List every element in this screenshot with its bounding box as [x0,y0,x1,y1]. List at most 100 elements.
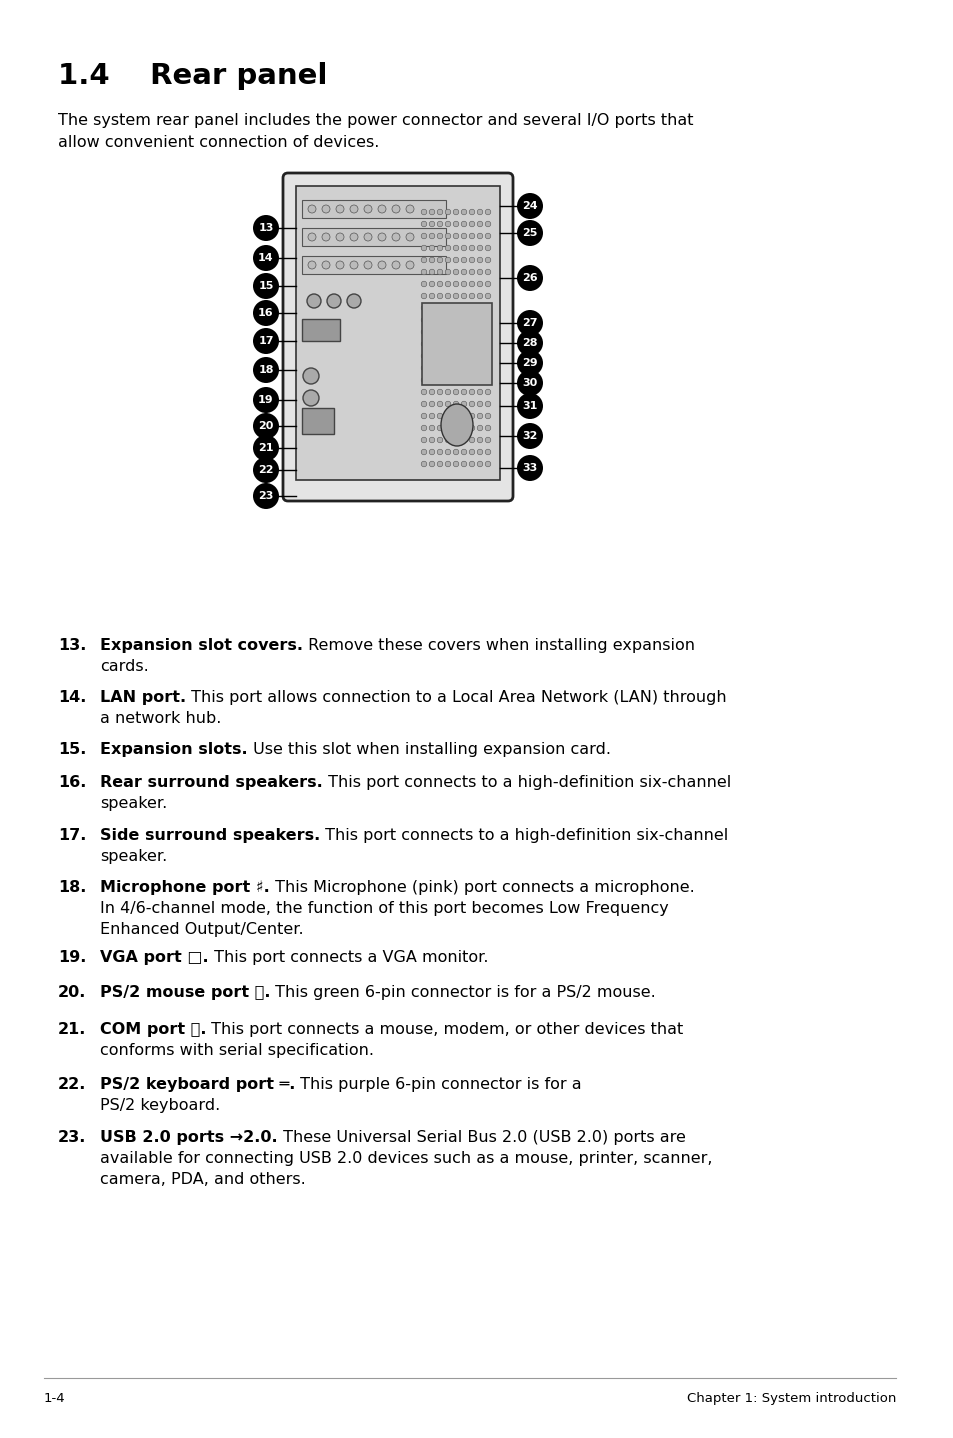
Text: 1-4: 1-4 [44,1392,66,1405]
Text: In 4/6-channel mode, the function of this port becomes Low Frequency: In 4/6-channel mode, the function of thi… [100,902,668,916]
Text: 13.: 13. [58,638,87,653]
Circle shape [429,221,435,227]
Text: 32: 32 [521,431,537,441]
Circle shape [421,269,426,275]
Circle shape [469,390,475,395]
Circle shape [476,305,482,311]
Circle shape [253,457,278,483]
Circle shape [476,437,482,443]
Circle shape [421,401,426,407]
Text: a network hub.: a network hub. [100,710,221,726]
Circle shape [453,462,458,467]
Circle shape [476,318,482,322]
Circle shape [517,370,542,395]
Circle shape [421,365,426,371]
Circle shape [476,269,482,275]
Circle shape [469,305,475,311]
Circle shape [436,329,442,335]
Circle shape [476,209,482,214]
Circle shape [517,220,542,246]
Circle shape [476,257,482,263]
Circle shape [445,377,451,383]
Circle shape [347,293,360,308]
Circle shape [460,233,466,239]
Circle shape [460,401,466,407]
Text: 15.: 15. [58,742,87,756]
Text: 30: 30 [522,378,537,388]
FancyBboxPatch shape [283,173,513,500]
Circle shape [445,209,451,214]
Text: 18: 18 [258,365,274,375]
Text: speaker.: speaker. [100,797,167,811]
Circle shape [421,462,426,467]
Circle shape [350,206,357,213]
Circle shape [476,462,482,467]
Circle shape [436,413,442,418]
Circle shape [485,437,490,443]
Circle shape [517,349,542,375]
Circle shape [485,233,490,239]
Text: 14: 14 [258,253,274,263]
Circle shape [485,318,490,322]
Circle shape [253,216,278,242]
Bar [302,319,339,341]
Circle shape [476,401,482,407]
Text: 17.: 17. [58,828,87,843]
Text: This port connects to a high-definition six-channel: This port connects to a high-definition … [320,828,728,843]
Circle shape [460,462,466,467]
Circle shape [485,329,490,335]
Circle shape [453,246,458,250]
Circle shape [445,257,451,263]
Circle shape [436,221,442,227]
Circle shape [253,387,278,413]
Text: 29: 29 [521,358,537,368]
Bar [302,200,446,219]
Circle shape [485,209,490,214]
Bar [421,303,492,385]
Circle shape [460,293,466,299]
Circle shape [485,426,490,431]
Circle shape [453,269,458,275]
Text: This green 6-pin connector is for a PS/2 mouse.: This green 6-pin connector is for a PS/2… [271,985,656,999]
Circle shape [453,437,458,443]
Circle shape [436,305,442,311]
Text: 20: 20 [258,421,274,431]
Circle shape [460,365,466,371]
Circle shape [421,426,426,431]
Text: 33: 33 [522,463,537,473]
Circle shape [429,282,435,286]
Circle shape [460,354,466,360]
Circle shape [445,282,451,286]
Circle shape [436,462,442,467]
Circle shape [392,233,399,242]
Circle shape [445,233,451,239]
Text: This port allows connection to a Local Area Network (LAN) through: This port allows connection to a Local A… [186,690,726,705]
Circle shape [253,328,278,354]
Circle shape [421,329,426,335]
Circle shape [453,293,458,299]
Text: 23: 23 [258,490,274,500]
Circle shape [436,293,442,299]
Circle shape [421,413,426,418]
Circle shape [476,413,482,418]
Text: 23.: 23. [58,1130,87,1145]
Text: 15: 15 [258,280,274,290]
Circle shape [253,301,278,326]
Circle shape [469,413,475,418]
Circle shape [429,437,435,443]
Circle shape [485,377,490,383]
Text: 22.: 22. [58,1077,87,1091]
Text: 27: 27 [521,318,537,328]
Circle shape [485,413,490,418]
Circle shape [469,437,475,443]
Text: COM port ⧧.: COM port ⧧. [100,1022,206,1037]
Circle shape [469,269,475,275]
Circle shape [429,209,435,214]
Circle shape [460,413,466,418]
Text: LAN port.: LAN port. [100,690,186,705]
Circle shape [429,293,435,299]
Circle shape [485,257,490,263]
Circle shape [476,221,482,227]
Text: 14.: 14. [58,690,87,705]
Text: PS/2 keyboard.: PS/2 keyboard. [100,1099,220,1113]
